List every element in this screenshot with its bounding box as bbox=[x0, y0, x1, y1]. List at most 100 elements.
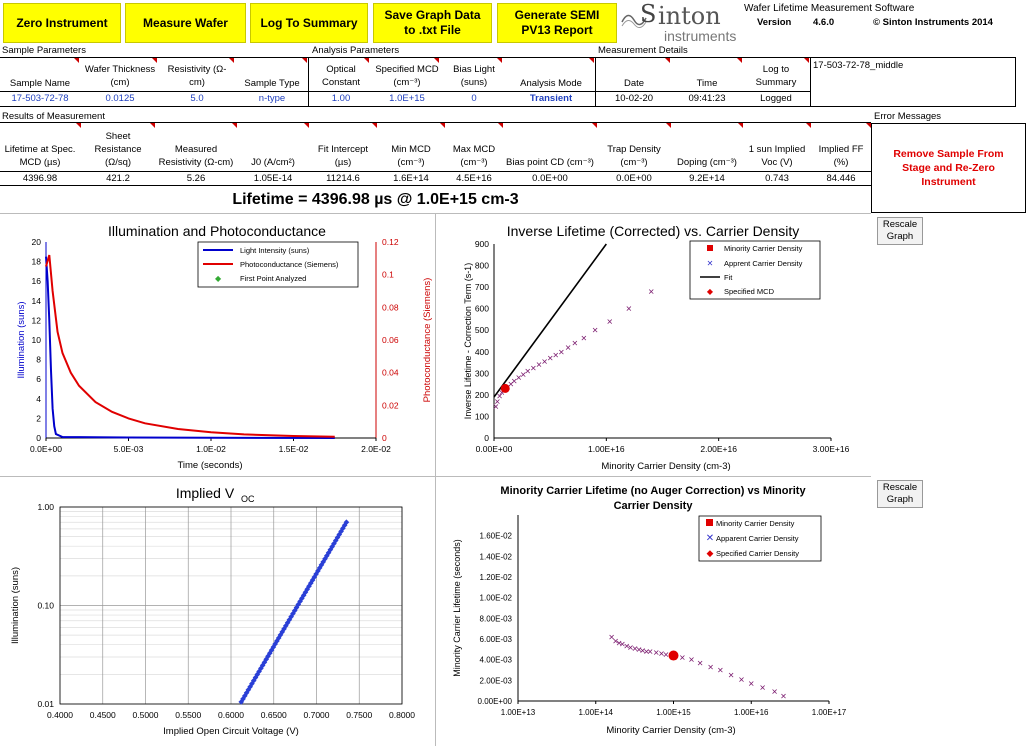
log-status-value: Logged bbox=[760, 93, 792, 104]
chart1-xtick: 0.0E+00 bbox=[30, 444, 62, 454]
chart4-point: ✕ bbox=[612, 637, 619, 646]
chart2-point: ✕ bbox=[592, 326, 599, 335]
chart1-legend-first: First Point Analyzed bbox=[240, 274, 306, 283]
chart2-legend-spec: Specified MCD bbox=[724, 287, 775, 296]
chart2-point: ✕ bbox=[625, 305, 632, 314]
illumination-photoconductance-chart: Illumination and Photoconductance 0 2 4 6 8 10… bbox=[16, 223, 433, 471]
sample-type-value[interactable]: n-type bbox=[258, 93, 286, 104]
chart4-point: ✕ bbox=[707, 663, 714, 672]
error-message-text: Remove Sample From Stage and Re-Zero Ins… bbox=[893, 148, 1004, 188]
chart2-point: ✕ bbox=[547, 354, 554, 363]
results-header-0: Lifetime at Spec. MCD (µs) bbox=[4, 144, 76, 168]
chart2-point: ✕ bbox=[499, 389, 506, 398]
chart1-ytick: 18 bbox=[32, 257, 42, 267]
chart4-xtick: 1.00E+15 bbox=[656, 708, 691, 717]
chart2-xlabel: Minority Carrier Density (cm-3) bbox=[601, 461, 730, 472]
chart4-point: ✕ bbox=[697, 659, 704, 668]
measure-wafer-button[interactable]: Measure Wafer bbox=[125, 3, 246, 43]
sample-name-value[interactable]: 17-503-72-78 bbox=[11, 93, 69, 104]
chart2-point: ✕ bbox=[515, 374, 522, 383]
chart3-xtick: 0.5000 bbox=[133, 710, 159, 720]
chart2-point: ✕ bbox=[581, 334, 588, 343]
chart2-legend-spec-marker: ◆ bbox=[707, 287, 714, 296]
chart2-point: ✕ bbox=[536, 361, 543, 370]
results-header-10: 1 sun Implied Voc (V) bbox=[748, 144, 806, 168]
chart4-point: ✕ bbox=[639, 646, 646, 655]
chart4-xtick: 1.00E+14 bbox=[579, 708, 614, 717]
optical-constant-value[interactable]: 1.00 bbox=[331, 93, 351, 104]
chart3-xtick: 0.7000 bbox=[304, 710, 330, 720]
chart1-ytick: 2 bbox=[36, 413, 41, 423]
results-header-7: Bias point CD (cm⁻³) bbox=[506, 157, 594, 168]
analysis-mode-value[interactable]: Transient bbox=[529, 93, 573, 104]
generate-semi-report-button[interactable]: Generate SEMI PV13 Report bbox=[497, 3, 617, 43]
chart2-point: ✕ bbox=[606, 318, 613, 327]
hdr-optical-constant: Optical Constant bbox=[321, 64, 361, 88]
chart3-title: Implied V bbox=[176, 485, 235, 501]
resistivity-value[interactable]: 5.0 bbox=[190, 93, 204, 104]
logo-inton: inton bbox=[658, 2, 721, 30]
chart2-ytick: 800 bbox=[475, 261, 489, 271]
chart2-point: ✕ bbox=[511, 377, 518, 386]
chart1-ytick: 20 bbox=[32, 237, 42, 247]
chart2-xtick: 2.00E+16 bbox=[700, 444, 737, 454]
chart4-point: ✕ bbox=[738, 675, 745, 684]
chart4-ytick: 8.00E-03 bbox=[480, 614, 513, 623]
results-value-4: 11214.6 bbox=[326, 173, 360, 184]
chart2-ytick: 500 bbox=[475, 325, 489, 335]
chart4-point: ✕ bbox=[717, 666, 724, 675]
chart1-xtick: 2.0E-02 bbox=[361, 444, 391, 454]
chart1-ytick: 12 bbox=[32, 315, 42, 325]
results-value-6: 4.5E+16 bbox=[456, 173, 492, 184]
chart1-y2tick: 0.04 bbox=[382, 368, 399, 378]
chart3-ytick: 0.10 bbox=[37, 601, 54, 611]
chart2-point: ✕ bbox=[530, 364, 537, 373]
chart2-point: ✕ bbox=[541, 357, 548, 366]
hdr-sample-type: Sample Type bbox=[244, 78, 300, 89]
hdr-log-to-summary: Log to Summary bbox=[755, 64, 797, 88]
save-graph-data-button[interactable]: Save Graph Data to .txt File bbox=[373, 3, 492, 43]
rescale-graph-button-top[interactable]: Rescale Graph bbox=[877, 217, 923, 245]
chart4-point: ✕ bbox=[627, 643, 634, 652]
chart2-legend-mcd: Minority Carrier Density bbox=[724, 244, 803, 253]
rescale-graph-button-bottom[interactable]: Rescale Graph bbox=[877, 480, 923, 508]
chart1-ytick: 8 bbox=[36, 355, 41, 365]
chart1-y2tick: 0 bbox=[382, 433, 387, 443]
measurement-details-title: Measurement Details bbox=[598, 45, 688, 56]
specified-mcd-value[interactable]: 1.0E+15 bbox=[389, 93, 425, 104]
chart3-xtick: 0.6000 bbox=[218, 710, 244, 720]
chart4-point: ✕ bbox=[643, 647, 650, 656]
wafer-thickness-value[interactable]: 0.0125 bbox=[105, 93, 135, 104]
chart3-ytick: 0.01 bbox=[37, 699, 54, 709]
chart4-point: ✕ bbox=[647, 647, 654, 656]
chart2-ytick: 600 bbox=[475, 304, 489, 314]
chart3-xtick: 0.6500 bbox=[261, 710, 287, 720]
chart1-ylabel: Illumination (suns) bbox=[16, 301, 27, 378]
log-to-summary-button[interactable]: Log To Summary bbox=[250, 3, 368, 43]
chart1-xtick: 1.0E-02 bbox=[196, 444, 226, 454]
chart2-legend-apparent: Apprent Carrier Density bbox=[724, 259, 803, 268]
chart2-point: ✕ bbox=[648, 287, 655, 296]
chart1-series-light bbox=[45, 256, 335, 439]
results-value-1: 421.2 bbox=[106, 173, 130, 184]
results-value-10: 0.743 bbox=[765, 173, 789, 184]
bias-light-value[interactable]: 0 bbox=[471, 93, 477, 104]
chart2-point: ✕ bbox=[524, 367, 531, 376]
chart4-ytick: 2.00E-03 bbox=[480, 676, 513, 685]
chart1-title: Illumination and Photoconductance bbox=[108, 223, 326, 239]
chart4-ylabel: Minority Carrier Lifetime (seconds) bbox=[452, 539, 462, 677]
chart2-ytick: 700 bbox=[475, 282, 489, 292]
zero-instrument-button[interactable]: Zero Instrument bbox=[3, 3, 121, 43]
logo-s: S bbox=[640, 0, 657, 28]
chart2-xtick: 0.00E+00 bbox=[476, 444, 513, 454]
results-value-2: 5.26 bbox=[186, 173, 206, 184]
chart4-ytick: 6.00E-03 bbox=[480, 635, 513, 644]
chart2-legend-fit: Fit bbox=[724, 273, 733, 282]
chart4-xtick: 1.00E+16 bbox=[734, 708, 769, 717]
chart4-xtick: 1.00E+13 bbox=[501, 708, 536, 717]
chart4-legend-mcd: Minority Carrier Density bbox=[716, 519, 795, 528]
inverse-lifetime-chart: Inverse Lifetime (Corrected) vs. Carrier… bbox=[463, 223, 850, 472]
chart4-point: ✕ bbox=[636, 645, 643, 654]
chart3-xtick: 0.7500 bbox=[346, 710, 372, 720]
chart4-legend-mcd-marker bbox=[706, 519, 713, 526]
